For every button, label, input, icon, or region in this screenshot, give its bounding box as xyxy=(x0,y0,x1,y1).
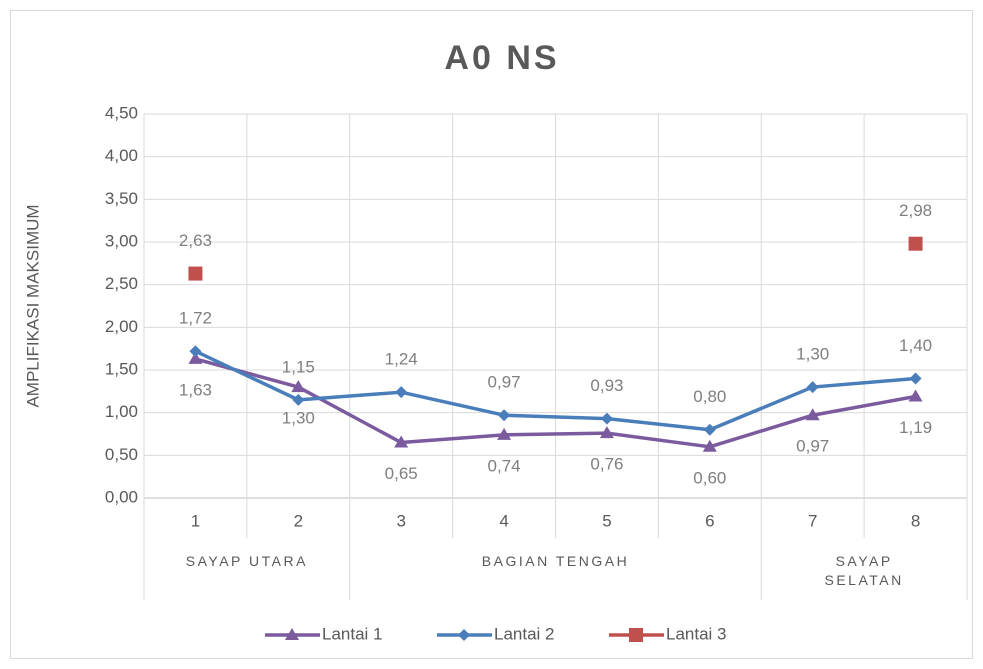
data-label: 1,15 xyxy=(282,357,315,376)
y-tick-label: 2,50 xyxy=(105,274,138,293)
series-line xyxy=(194,349,916,432)
data-label: 1,30 xyxy=(282,409,315,428)
x-tick-label: 1 xyxy=(191,511,200,530)
y-tick-label: 3,00 xyxy=(105,231,138,250)
data-label: 1,72 xyxy=(179,309,212,328)
data-point xyxy=(599,426,614,439)
y-tick-label: 3,50 xyxy=(105,189,138,208)
data-point xyxy=(395,386,408,399)
x-tick-label: 3 xyxy=(396,511,405,530)
group-label: BAGIAN TENGAH xyxy=(481,553,630,569)
data-label: 1,63 xyxy=(179,380,212,399)
group-label-box: SAYAP SELATAN xyxy=(761,552,967,600)
data-label: 2,63 xyxy=(179,231,212,250)
data-label: 0,97 xyxy=(796,437,829,456)
y-tick-label: 4,00 xyxy=(105,146,138,165)
legend-swatch-marker xyxy=(285,628,299,640)
data-point xyxy=(909,372,922,385)
data-point xyxy=(188,351,203,364)
data-label: 1,24 xyxy=(385,350,418,369)
group-label-wrap: SAYAP SELATAN xyxy=(761,552,967,600)
data-point xyxy=(291,380,306,393)
data-point xyxy=(703,423,716,436)
data-label: 0,76 xyxy=(590,455,623,474)
y-tick-label: 1,00 xyxy=(105,402,138,421)
data-label: 1,40 xyxy=(899,336,932,355)
y-tick-label: 4,50 xyxy=(105,103,138,122)
data-point xyxy=(805,408,820,421)
y-tick-label: 0,50 xyxy=(105,445,138,464)
x-tick-label: 2 xyxy=(294,511,303,530)
data-label: 1,19 xyxy=(899,418,932,437)
data-label: 0,93 xyxy=(590,376,623,395)
legend-label: Lantai 1 xyxy=(322,624,383,643)
data-point xyxy=(600,412,613,425)
data-label: 0,80 xyxy=(693,387,726,406)
group-label: SAYAP UTARA xyxy=(185,553,308,569)
data-label: 1,30 xyxy=(796,345,829,364)
data-point xyxy=(908,389,923,402)
group-label: SAYAP SELATAN xyxy=(824,553,904,588)
data-point xyxy=(394,435,409,448)
x-tick-label: 6 xyxy=(705,511,714,530)
group-label-wrap: SAYAP UTARA xyxy=(144,552,350,600)
data-label: 0,65 xyxy=(385,464,418,483)
chart-title: A0 NS xyxy=(444,39,559,77)
x-tick-label: 5 xyxy=(602,511,611,530)
y-axis-label: AMPLIFIKASI MAKSIMUM xyxy=(23,204,42,407)
data-point xyxy=(702,439,717,452)
x-tick-label: 7 xyxy=(808,511,817,530)
data-label: 0,97 xyxy=(488,373,521,392)
data-label: 0,74 xyxy=(488,456,521,475)
x-tick-label: 8 xyxy=(911,511,920,530)
group-label-box: SAYAP UTARA xyxy=(144,552,350,600)
y-tick-label: 2,00 xyxy=(105,317,138,336)
data-point xyxy=(189,345,202,358)
series-line xyxy=(194,357,916,449)
data-point xyxy=(497,427,512,440)
legend-swatch-marker xyxy=(458,629,470,641)
group-label-box: BAGIAN TENGAH xyxy=(350,552,762,600)
chart-border xyxy=(10,10,973,659)
group-label-wrap: BAGIAN TENGAH xyxy=(350,552,762,600)
data-point xyxy=(806,381,819,394)
data-point xyxy=(908,236,923,251)
legend-label: Lantai 3 xyxy=(666,624,727,643)
legend-swatch-marker xyxy=(629,628,643,642)
legend-label: Lantai 2 xyxy=(494,624,555,643)
data-label: 0,60 xyxy=(693,468,726,487)
y-tick-label: 1,50 xyxy=(105,359,138,378)
data-point xyxy=(292,393,305,406)
y-tick-label: 0,00 xyxy=(105,487,138,506)
data-point xyxy=(498,409,511,422)
data-label: 2,98 xyxy=(899,201,932,220)
x-tick-label: 4 xyxy=(499,511,508,530)
data-point xyxy=(188,266,203,281)
